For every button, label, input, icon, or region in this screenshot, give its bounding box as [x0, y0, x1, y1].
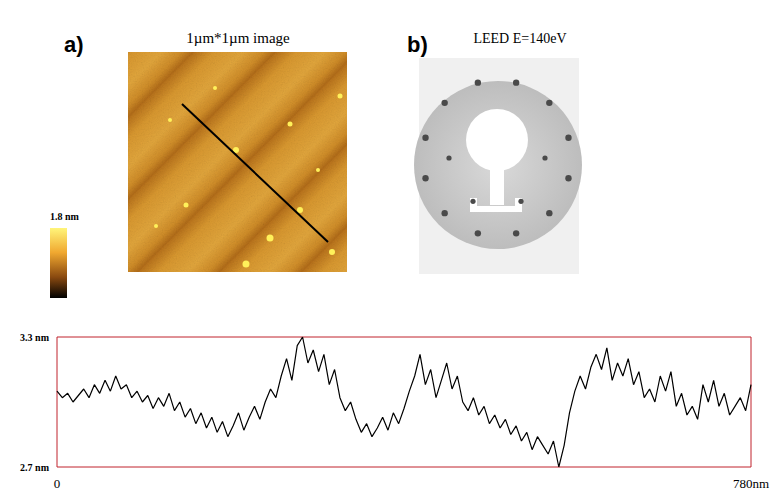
svg-text:b): b): [407, 32, 428, 57]
svg-text:a): a): [64, 32, 84, 57]
svg-text:1.8 nm: 1.8 nm: [50, 211, 80, 222]
svg-text:1µm*1µm image: 1µm*1µm image: [186, 30, 290, 46]
svg-text:0: 0: [54, 476, 61, 491]
svg-text:3.3 nm: 3.3 nm: [20, 332, 50, 343]
svg-text:780nm: 780nm: [733, 476, 769, 491]
svg-text:LEED E=140eV: LEED E=140eV: [473, 31, 566, 46]
svg-text:2.7 nm: 2.7 nm: [20, 462, 50, 473]
